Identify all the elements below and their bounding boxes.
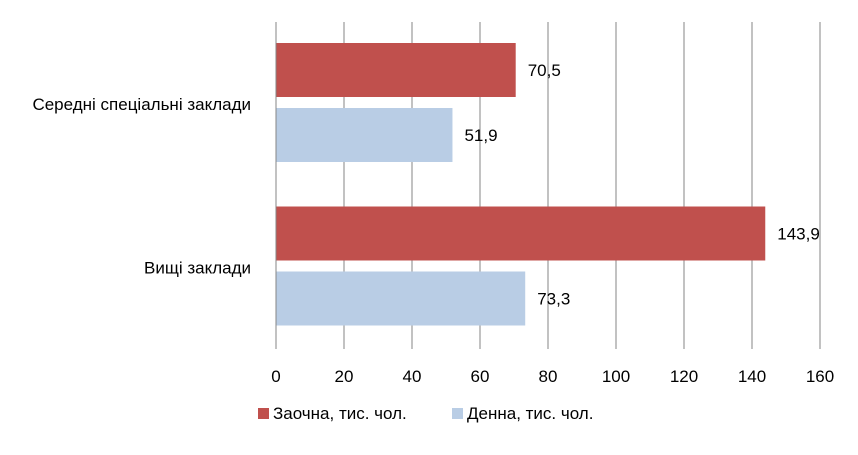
- x-tick-label: 120: [670, 367, 698, 386]
- data-label: 51,9: [464, 126, 497, 145]
- data-label: 73,3: [537, 290, 570, 309]
- bar-zaochna-0: [276, 43, 516, 97]
- x-tick-label: 100: [602, 367, 630, 386]
- x-tick-label: 20: [335, 367, 354, 386]
- x-tick-label: 0: [271, 367, 280, 386]
- legend-label: Денна, тис. чол.: [467, 404, 593, 423]
- legend-swatch: [258, 408, 269, 419]
- legend-item-denna: Денна, тис. чол.: [452, 404, 593, 423]
- x-tick-label: 40: [403, 367, 422, 386]
- legend: Заочна, тис. чол. Денна, тис. чол.: [258, 404, 593, 423]
- bar-zaochna-1: [276, 206, 766, 261]
- bar-denna-0: [276, 108, 453, 162]
- x-tick-label: 60: [471, 367, 490, 386]
- category-label: Вищі заклади: [144, 258, 251, 277]
- x-tick-label: 160: [806, 367, 834, 386]
- legend-item-zaochna: Заочна, тис. чол.: [258, 404, 407, 423]
- legend-swatch: [452, 408, 463, 419]
- bars: [276, 43, 766, 326]
- x-tick-label: 140: [738, 367, 766, 386]
- labels: 0 20 40 60 80 100 120 140 160 70,5 51,9 Середні спе…: [32, 61, 834, 386]
- data-label: 143,9: [777, 225, 820, 244]
- data-label: 70,5: [528, 61, 561, 80]
- category-label: Середні спеціальні заклади: [32, 95, 251, 114]
- x-tick-label: 80: [539, 367, 558, 386]
- legend-label: Заочна, тис. чол.: [273, 404, 407, 423]
- bar-denna-1: [276, 271, 526, 326]
